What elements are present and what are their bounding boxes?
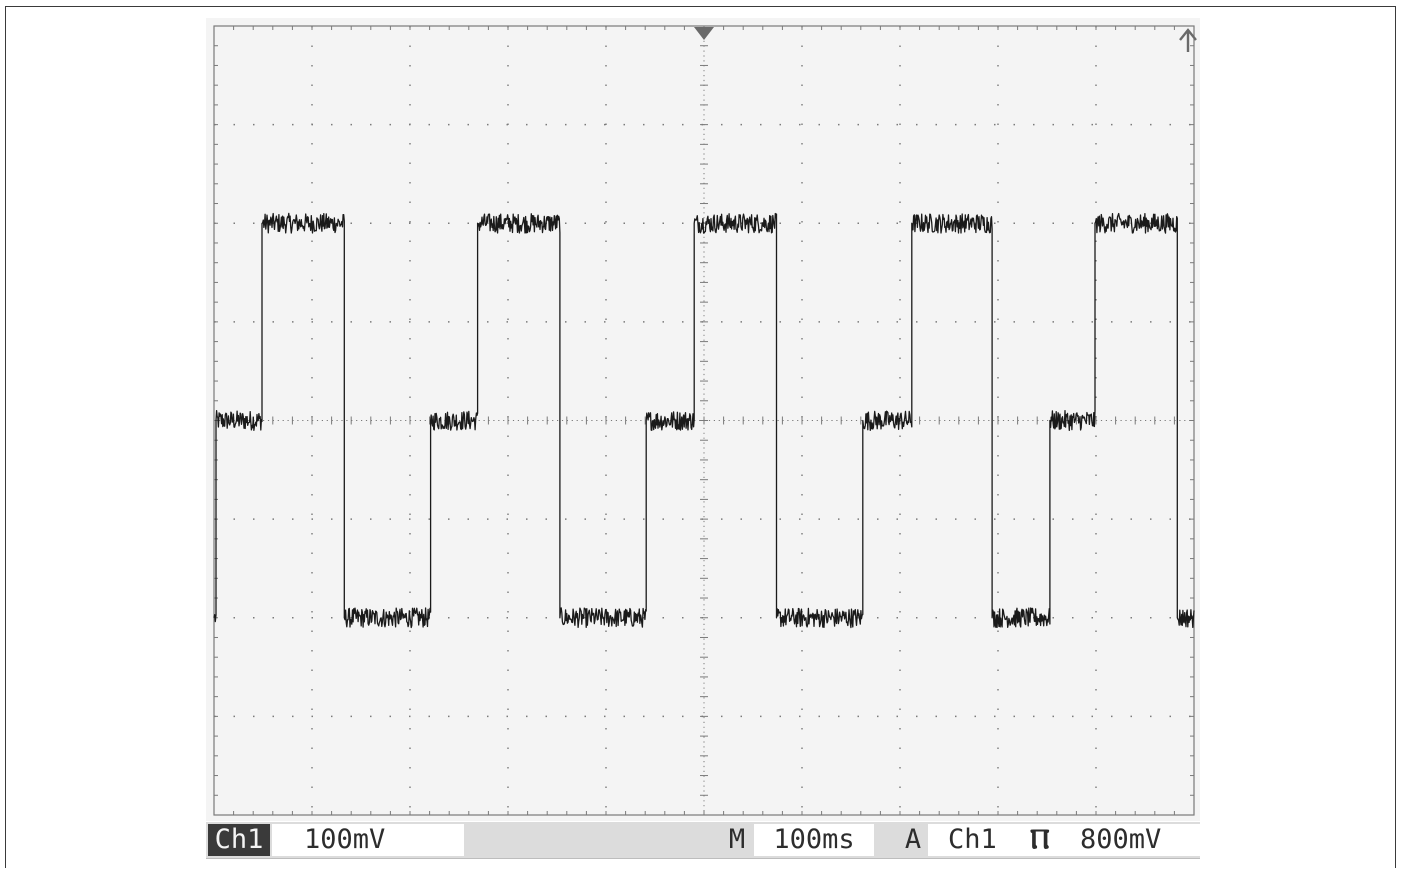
trigger-level-arrow-icon [1179, 28, 1197, 52]
figure-frame [5, 6, 1396, 868]
waveform-plot [206, 18, 1200, 821]
oscilloscope-screen [206, 18, 1200, 821]
trigger-position-icon [694, 27, 714, 40]
waveform-trace [213, 212, 1195, 629]
timebase-label: M [728, 824, 746, 855]
screen-background [206, 18, 1200, 821]
trigger-slope-icon: Ⲡ [1030, 824, 1050, 855]
trigger-source: Ch1 [948, 824, 997, 855]
timebase-value: 100ms [754, 824, 874, 856]
trigger-level: 800mV [1080, 824, 1162, 855]
channel-tag: Ch1 [208, 824, 270, 856]
trigger-label: A [904, 824, 922, 855]
volts-per-div: 100mV [272, 824, 464, 856]
status-bar: Ch1 100mV M 100ms A Ch1 Ⲡ 800mV [206, 822, 1200, 859]
trigger-readout: Ch1 Ⲡ 800mV [928, 824, 1200, 856]
